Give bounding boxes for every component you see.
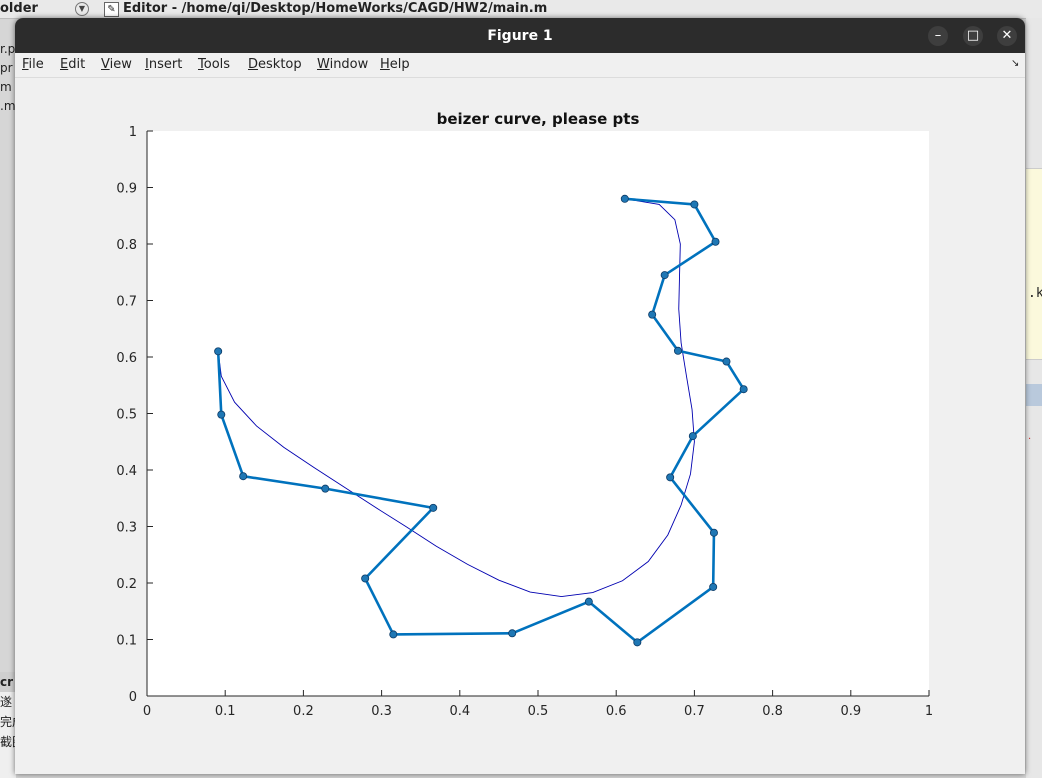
history-row[interactable]: 遂 [0, 695, 13, 709]
menu-window[interactable]: Window [317, 57, 369, 72]
folder-dropdown-icon[interactable]: ▼ [75, 2, 89, 16]
control-point-marker [389, 630, 398, 639]
file-list-item[interactable]: .m [0, 99, 16, 113]
chart-title: beizer curve, please pts [437, 110, 640, 128]
control-point-marker [620, 194, 629, 203]
window-titlebar[interactable]: Figure 1 – □ ✕ [15, 18, 1025, 53]
control-point-marker [690, 200, 699, 209]
x-tick-label: 0.6 [606, 704, 627, 719]
control-point-marker [709, 582, 718, 591]
y-tick-label: 0.2 [116, 577, 137, 592]
menu-bar: File Edit View Insert Tools Desktop Wind… [15, 53, 1025, 78]
editor-icon: ✎ [104, 2, 119, 17]
x-tick-label: 0.9 [840, 704, 861, 719]
window-title: Figure 1 [487, 28, 553, 44]
close-button[interactable]: ✕ [997, 26, 1017, 46]
bezier-curve-line [217, 198, 695, 598]
y-tick-label: 0.4 [116, 464, 137, 479]
control-point-marker [739, 385, 748, 394]
control-point-marker [709, 528, 718, 537]
control-point-marker [321, 484, 330, 493]
control-point-marker [214, 347, 223, 356]
figure-canvas: beizer curve, please pts 0 0.1 0.2 0.3 0.4 0.… [116, 110, 933, 719]
axis-ticks: 0 0.1 0.2 0.3 0.4 0.5 0.6 0.7 0.8 0.9 1 0 0.1 0.2 0.3 0… [116, 125, 933, 719]
control-point-marker [584, 597, 593, 606]
control-point-marker [239, 472, 248, 481]
y-tick-label: 0.6 [116, 351, 137, 366]
selected-row-highlight [1026, 384, 1042, 406]
file-list-item[interactable]: r.p [0, 42, 16, 56]
control-point-marker [217, 410, 226, 419]
control-point-marker [633, 638, 642, 647]
x-tick-label: 0.7 [684, 704, 705, 719]
minimize-button[interactable]: – [928, 26, 948, 46]
file-list-item[interactable]: pr [0, 61, 13, 75]
dock-arrow-icon[interactable]: ↘ [1011, 58, 1020, 69]
y-tick-label: 0.3 [116, 521, 137, 536]
control-point-marker [660, 271, 669, 280]
desktop-top-bar: older ▼ ✎ Editor - /home/qi/Desktop/Home… [0, 0, 1042, 19]
control-point-marker [361, 574, 370, 583]
x-tick-label: 0.4 [449, 704, 470, 719]
command-history-panel: cr 遂 完成 截图时画板... [0, 672, 16, 778]
maximize-button[interactable]: □ [963, 26, 983, 46]
control-point-marker [666, 473, 675, 482]
menu-tools[interactable]: Tools [198, 57, 231, 72]
panel-header: cr [0, 672, 16, 692]
history-row[interactable]: 截图时画板... [0, 735, 16, 749]
x-tick-label: 0.2 [293, 704, 314, 719]
history-row[interactable]: 完成 [0, 715, 16, 729]
y-tick-label: 0.9 [116, 182, 137, 197]
editor-title[interactable]: Editor - /home/qi/Desktop/HomeWorks/CAGD… [123, 1, 548, 16]
x-tick-label: 0.3 [371, 704, 392, 719]
menu-desktop[interactable]: Desktop [248, 57, 302, 72]
editor-code-area[interactable] [1026, 168, 1042, 360]
x-tick-label: 0.1 [215, 704, 236, 719]
menu-help[interactable]: Help [380, 57, 410, 72]
control-point-marker [688, 432, 697, 441]
control-polygon-line [216, 197, 745, 644]
control-point-marker [711, 237, 720, 246]
menu-insert[interactable]: Insert [145, 57, 183, 72]
axes-area[interactable] [147, 131, 929, 696]
menu-view[interactable]: View [101, 57, 132, 72]
x-tick-label: 0.5 [528, 704, 549, 719]
plot-layer [214, 194, 748, 647]
y-tick-label: 0.8 [116, 238, 137, 253]
editor-code-text: .k [1028, 286, 1042, 301]
figure-window: Figure 1 – □ ✕ File Edit View Insert Too… [15, 18, 1025, 774]
control-point-marker [722, 357, 731, 366]
x-tick-label: 0.8 [762, 704, 783, 719]
y-tick-label: 0 [129, 690, 137, 705]
control-point-marker [673, 346, 682, 355]
y-tick-label: 0.7 [116, 295, 137, 310]
control-point-marker [508, 629, 517, 638]
y-tick-label: 1 [129, 125, 137, 140]
error-marker: · [1028, 434, 1032, 445]
y-tick-label: 0.5 [116, 408, 137, 423]
control-point-marker [429, 503, 438, 512]
file-list-item[interactable]: m [0, 80, 12, 94]
y-tick-label: 0.1 [116, 634, 137, 649]
control-point-marker [648, 310, 657, 319]
x-tick-label: 1 [925, 704, 933, 719]
current-folder-label: older [0, 1, 38, 16]
x-tick-label: 0 [143, 704, 151, 719]
menu-file[interactable]: File [22, 57, 44, 72]
menu-edit[interactable]: Edit [60, 57, 86, 72]
file-list: r.p pr m .m [0, 40, 16, 116]
